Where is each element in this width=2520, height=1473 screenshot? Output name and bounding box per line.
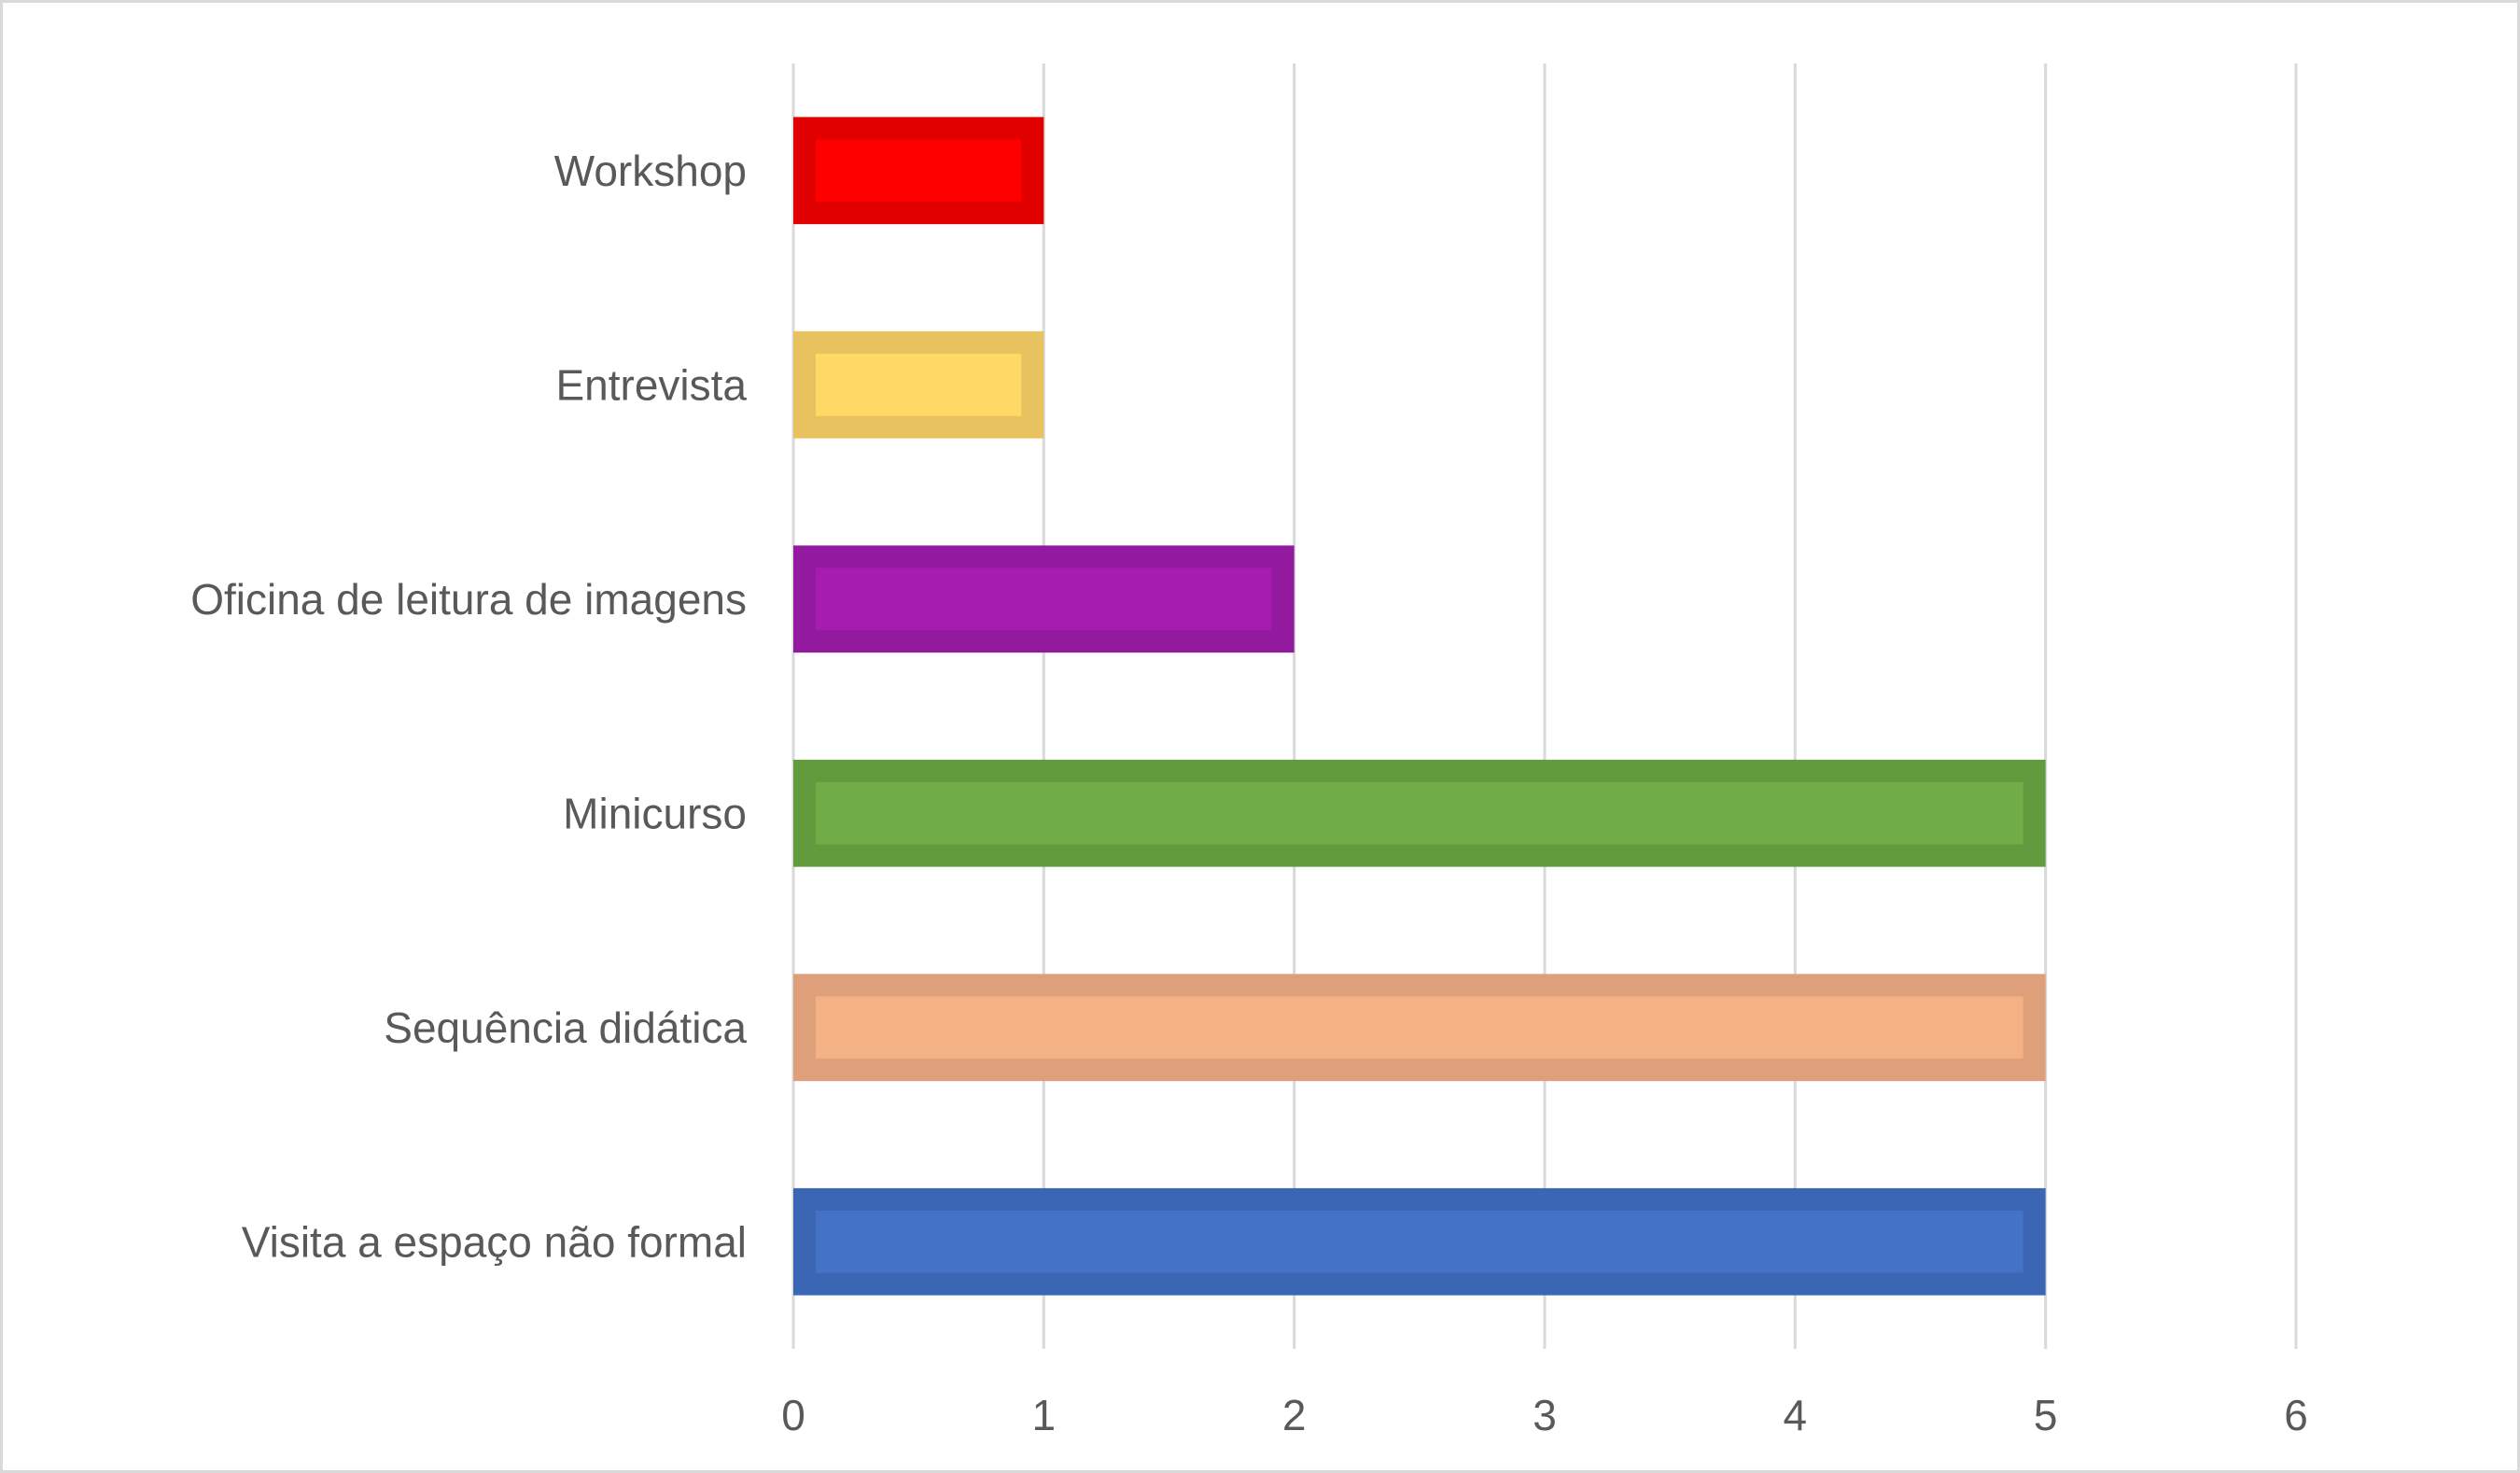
bars [793,117,2046,1296]
x-tick-label: 6 [2284,1391,2308,1439]
bar-6 [793,1187,2046,1296]
bar-3 [793,545,1295,653]
x-tick-label: 3 [1533,1391,1557,1439]
x-tick-label: 5 [2034,1391,2058,1439]
gridlines [791,63,2298,1349]
bar-5 [793,974,2046,1082]
bar-4 [793,759,2046,867]
category-label: Workshop [554,147,747,195]
category-labels: Workshop Entrevista Oficina de leitura de … [190,147,747,1267]
x-tick-label: 4 [1784,1391,1808,1439]
x-tick-labels: 0 1 2 3 4 5 6 [781,1391,2308,1439]
category-label: Oficina de leitura de imagens [190,575,747,624]
category-label: Sequência didática [384,1003,747,1052]
x-tick-label: 1 [1032,1391,1057,1439]
category-label: Visita a espaço não formal [242,1217,747,1266]
bar-2 [793,330,1044,439]
bar-1 [793,117,1044,225]
x-tick-label: 2 [1282,1391,1307,1439]
x-tick-label: 0 [781,1391,805,1439]
category-label: Minicurso [563,789,747,837]
category-label: Entrevista [555,360,747,409]
